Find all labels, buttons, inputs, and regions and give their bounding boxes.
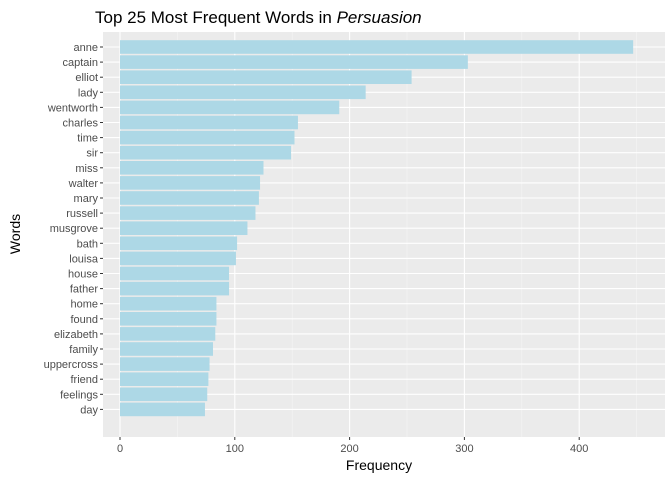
bar-musgrove [120, 221, 248, 235]
bar-elliot [120, 70, 412, 84]
bar-mary [120, 191, 259, 205]
bar-family [120, 342, 213, 356]
bar-found [120, 312, 217, 326]
y-tick-label-friend: friend [70, 374, 98, 386]
y-tick-label-found: found [70, 314, 98, 326]
x-tick-label-0: 0 [117, 443, 123, 455]
bar-elizabeth [120, 327, 216, 341]
bar-day [120, 402, 205, 417]
bar-feelings [120, 387, 208, 402]
y-tick-label-captain: captain [63, 57, 98, 69]
x-tick-label-100: 100 [226, 443, 244, 455]
bar-home [120, 296, 217, 311]
bar-house [120, 266, 230, 281]
y-tick-label-home: home [70, 299, 98, 311]
y-tick-label-house: house [68, 269, 98, 281]
y-tick-label-day: day [80, 404, 98, 416]
y-tick-label-time: time [77, 133, 98, 145]
y-tick-label-lady: lady [78, 87, 99, 99]
y-tick-label-musgrove: musgrove [50, 223, 98, 235]
bar-anne [120, 40, 634, 54]
y-axis-ticks: anne captain elliot lady wentworth charles tim… [44, 42, 103, 416]
x-axis-title: Frequency [346, 457, 412, 473]
y-tick-label-elliot: elliot [75, 72, 98, 84]
y-tick-label-charles: charles [63, 118, 99, 130]
bar-sir [120, 145, 292, 160]
y-axis-title: Words [7, 214, 23, 254]
bar-father [120, 281, 230, 296]
y-tick-label-mary: mary [74, 193, 99, 205]
y-tick-label-uppercross: uppercross [44, 359, 99, 371]
y-tick-label-louisa: louisa [69, 253, 99, 265]
bar-russell [120, 206, 256, 220]
y-tick-label-family: family [69, 344, 98, 356]
x-tick-label-300: 300 [455, 443, 473, 455]
y-tick-label-wentworth: wentworth [47, 102, 98, 114]
chart-title: Top 25 Most Frequent Words in Persuasion [95, 8, 422, 27]
bar-bath [120, 236, 238, 251]
y-tick-label-sir: sir [86, 148, 98, 160]
y-tick-label-elizabeth: elizabeth [54, 329, 98, 341]
bar-miss [120, 161, 264, 175]
y-tick-label-bath: bath [77, 238, 98, 250]
x-tick-label-200: 200 [340, 443, 358, 455]
bar-walter [120, 176, 261, 190]
bar-louisa [120, 251, 236, 266]
chart-title-main: Top 25 Most Frequent Words in [95, 8, 337, 27]
y-tick-label-anne: anne [74, 42, 98, 54]
y-tick-label-miss: miss [75, 163, 98, 175]
y-tick-label-father: father [70, 284, 98, 296]
chart-title-italic: Persuasion [337, 8, 422, 27]
bars [120, 40, 634, 417]
bar-time [120, 130, 295, 145]
y-tick-label-feelings: feelings [60, 389, 98, 401]
bar-charles [120, 115, 298, 130]
bar-captain [120, 55, 468, 69]
x-axis-ticks: 0 100 200 300 400 [117, 437, 588, 455]
bar-wentworth [120, 100, 340, 115]
bar-uppercross [120, 357, 210, 371]
x-tick-label-400: 400 [570, 443, 588, 455]
y-tick-label-russell: russell [66, 208, 98, 220]
y-tick-label-walter: walter [68, 178, 99, 190]
bar-friend [120, 372, 209, 386]
bar-lady [120, 85, 366, 100]
